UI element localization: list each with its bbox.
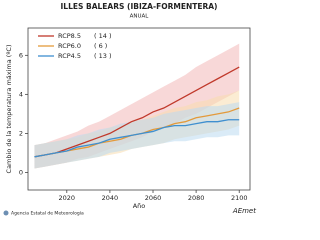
x-tick-label: 2060	[145, 194, 162, 202]
x-tick-label: 2040	[102, 194, 119, 202]
legend-count: ( 6 )	[94, 42, 107, 50]
legend-label: RCP4.5	[58, 52, 81, 60]
legend-count: ( 14 )	[94, 32, 111, 40]
x-axis-label: Año	[133, 202, 146, 210]
x-tick-label: 2080	[188, 194, 205, 202]
legend-count: ( 13 )	[94, 52, 111, 60]
x-tick-label: 2020	[59, 194, 76, 202]
y-tick-label: 6	[19, 51, 23, 59]
legend-label: RCP8.5	[58, 32, 81, 40]
uncertainty-band	[34, 102, 240, 169]
x-tick-label: 2100	[231, 194, 248, 202]
y-tick-label: 4	[19, 90, 23, 98]
series-line	[34, 66, 240, 158]
legend-label: RCP6.0	[58, 42, 81, 50]
y-axis-label: Cambio de la temperatura máxima (ºC)	[5, 45, 13, 174]
y-tick-label: 2	[19, 129, 23, 137]
series-line	[34, 119, 240, 158]
source-text: Agencia Estatal de Meteorología	[11, 210, 84, 217]
y-tick-label: 0	[19, 168, 23, 176]
agency-icon	[3, 210, 9, 216]
chart: ILLES BALEARS (IBIZA-FORMENTERA) ANUAL C…	[3, 2, 256, 217]
logo-text: AEmet	[232, 207, 256, 215]
chart-subtitle: ANUAL	[130, 14, 150, 20]
chart-title: ILLES BALEARS (IBIZA-FORMENTERA)	[61, 2, 218, 11]
